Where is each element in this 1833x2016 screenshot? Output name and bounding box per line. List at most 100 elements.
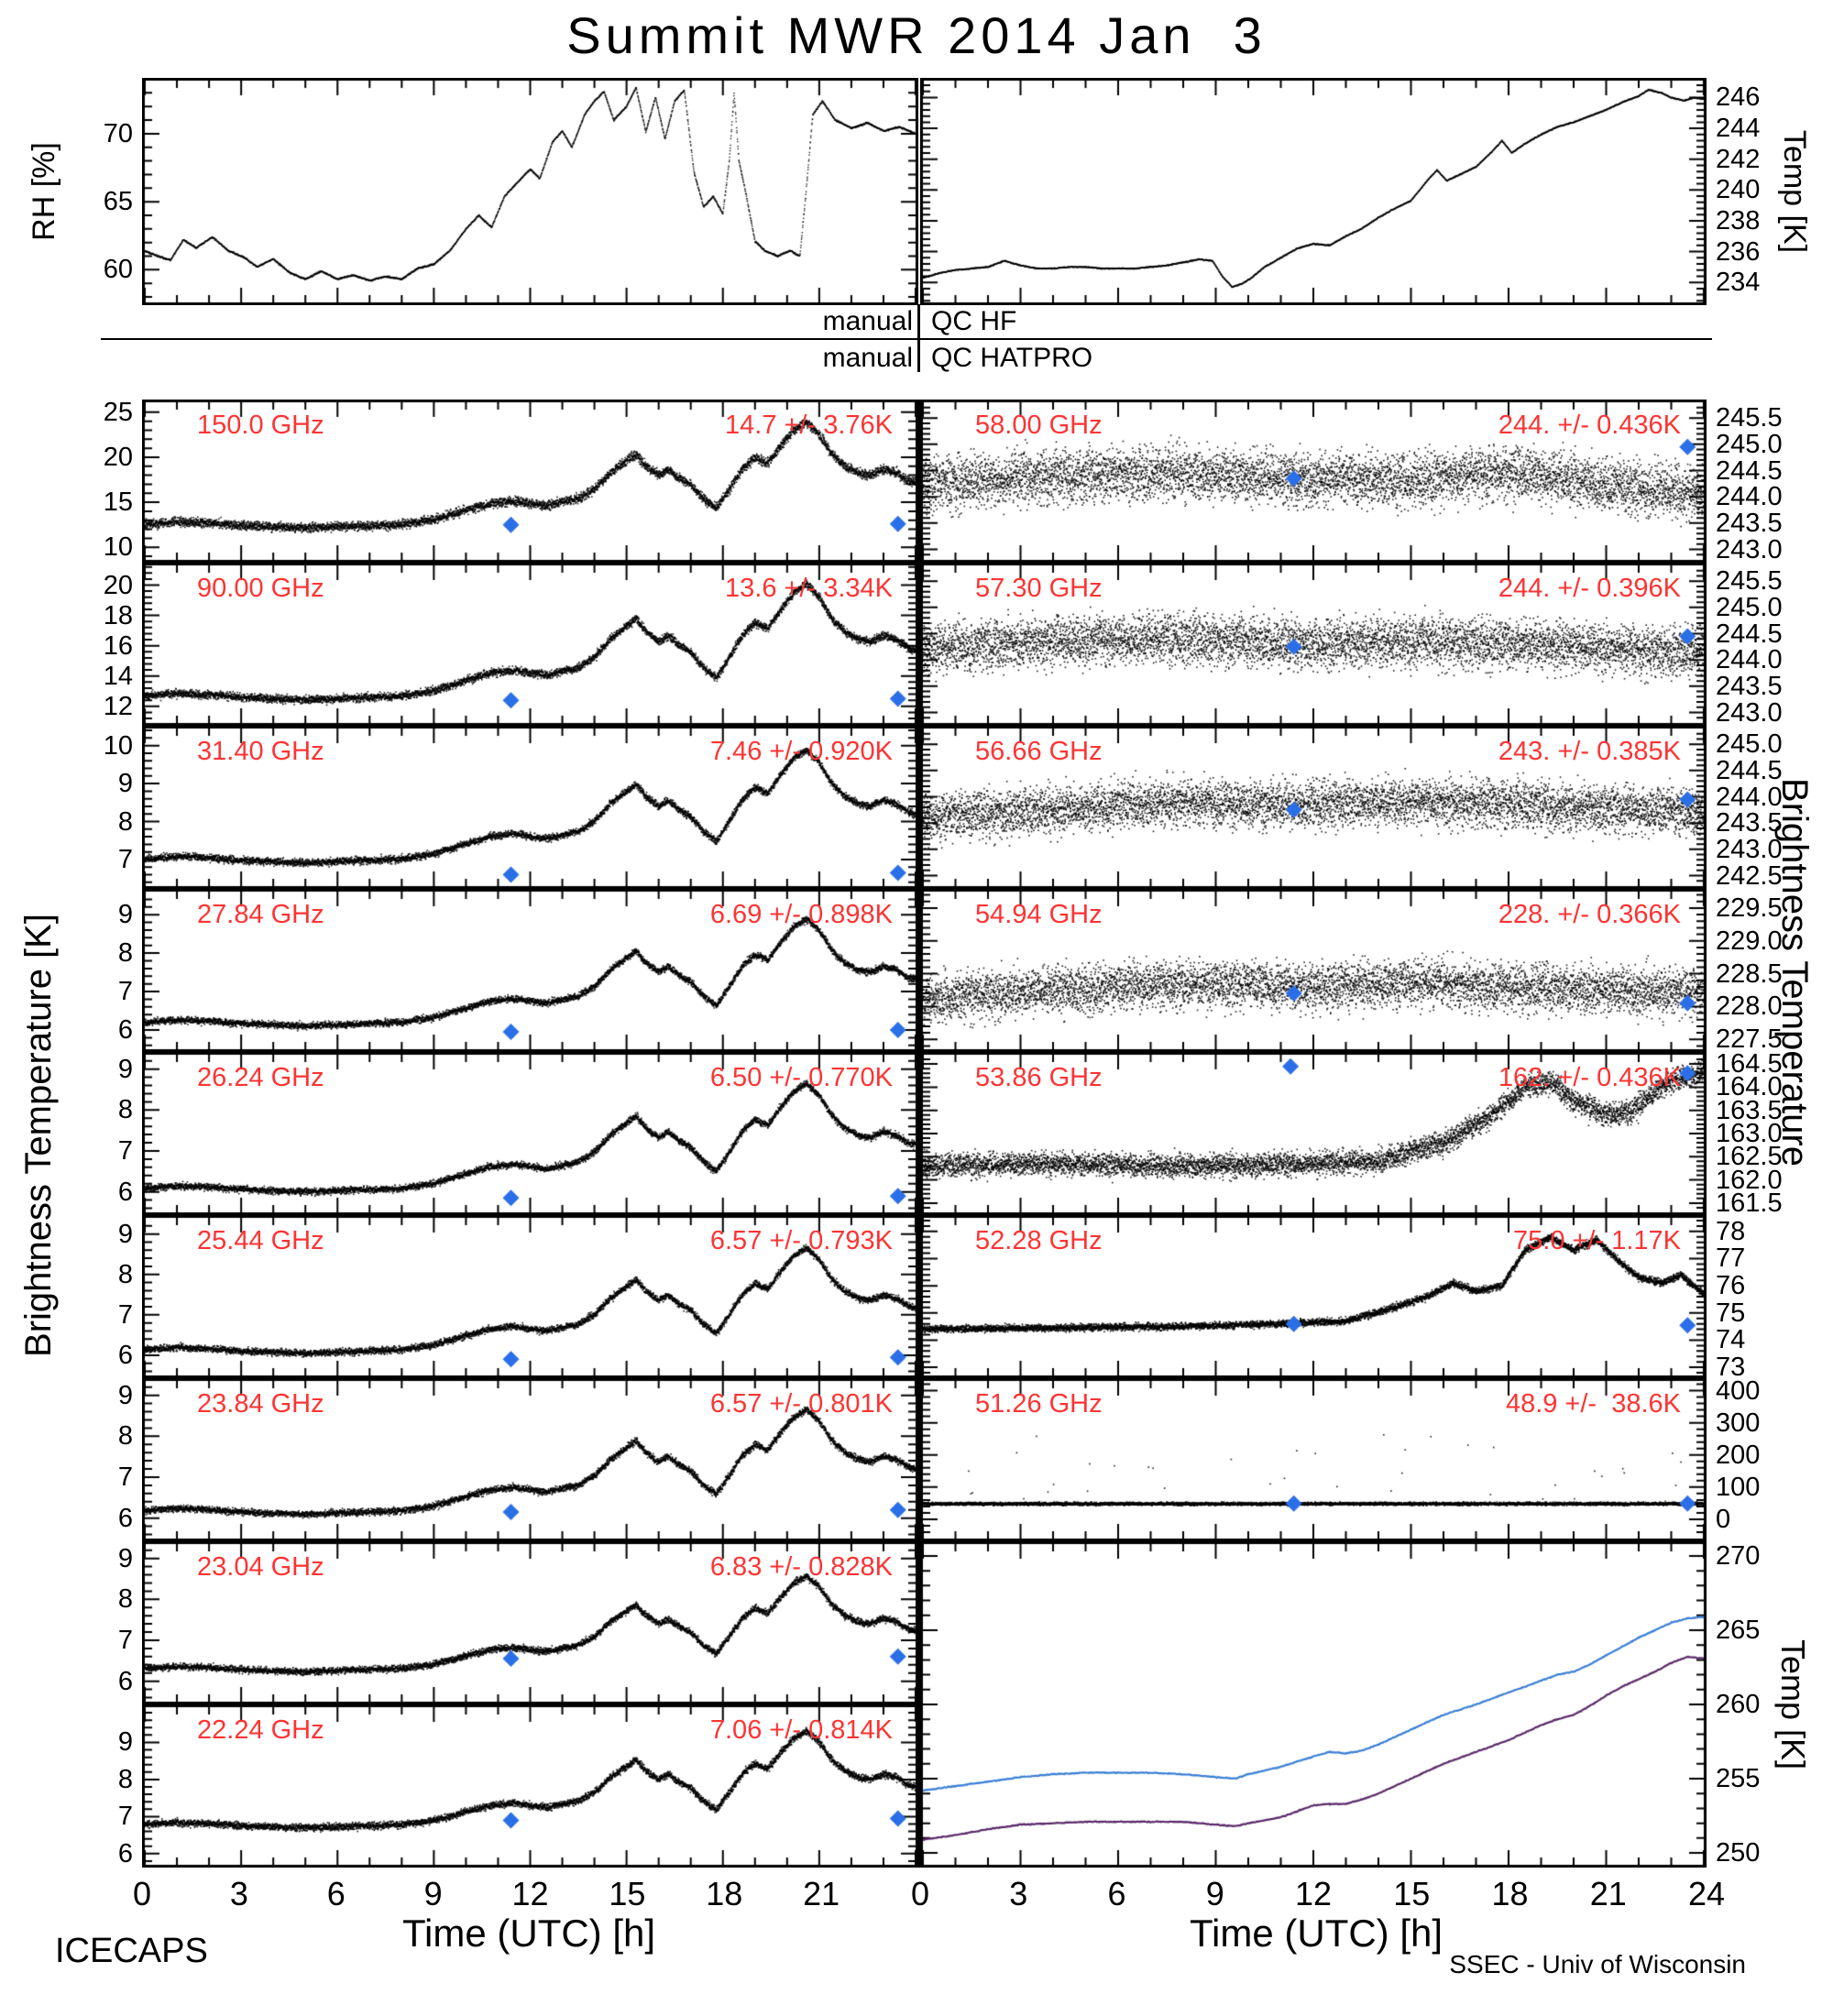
ytick-label: 9	[117, 769, 133, 799]
panel-bt-25.44	[142, 1215, 918, 1378]
ytick-label: 162.5	[1716, 1142, 1783, 1172]
panel-bt-150.0	[142, 400, 918, 563]
ytick-label: 0	[1716, 1504, 1731, 1534]
panel-stat-label-bt-31.40: 7.46 +/- 0.920K	[709, 737, 893, 766]
xtick-label: 3	[229, 1875, 248, 1912]
ytick-label: 245.5	[1716, 403, 1783, 433]
panel-freq-label-bt-56.66: 56.66 GHz	[975, 737, 1103, 766]
panel-stat-label-bt-57.30: 244. +/- 0.396K	[1498, 574, 1681, 603]
panel-bt-26.24	[142, 1052, 918, 1215]
ytick-label: 8	[117, 1764, 133, 1794]
panel-stat-label-bt-56.66: 243. +/- 0.385K	[1498, 737, 1681, 766]
panel-bt-52.28	[920, 1215, 1707, 1378]
qc-manual-label-2: manual	[822, 343, 913, 373]
ytick-label: 14	[103, 661, 133, 691]
ytick-label: 242.5	[1716, 860, 1783, 891]
ytick-label: 8	[117, 1584, 133, 1615]
ytick-label: 8	[117, 1421, 133, 1452]
panel-freq-label-bt-90.00: 90.00 GHz	[197, 574, 324, 603]
ytick-label: 25	[103, 397, 133, 427]
panel-bt-23.04	[142, 1541, 918, 1704]
ytick-label: 244.5	[1716, 455, 1783, 486]
ytick-label: 16	[103, 630, 133, 661]
ytick-label: 245.0	[1716, 729, 1783, 760]
panel-bt-54.94	[920, 889, 1707, 1052]
panel-bt-53.86	[920, 1052, 1707, 1215]
qc-center-line	[917, 304, 920, 372]
panel-bt-31.40	[142, 726, 918, 889]
panel-freq-label-bt-52.28: 52.28 GHz	[975, 1226, 1103, 1255]
xtick-label: 3	[1009, 1875, 1028, 1912]
ytick-label: 163.0	[1716, 1119, 1783, 1148]
panel-stat-label-bt-51.26: 48.9 +/- 38.6K	[1505, 1389, 1681, 1419]
ytick-label: 7	[117, 977, 133, 1007]
ytick-label: 7	[117, 1625, 133, 1655]
ytick-label: 245.0	[1716, 429, 1783, 459]
panel-stat-label-bt-90.00: 13.6 +/- 3.34K	[725, 574, 893, 603]
ytick-label: 227.5	[1716, 1024, 1783, 1055]
ytick-label: 243.5	[1716, 808, 1783, 838]
panel-bt-90.00	[142, 563, 918, 726]
panel-stat-label-bt-27.84: 6.69 +/- 0.898K	[709, 900, 893, 929]
ytick-label: 244.0	[1716, 482, 1783, 512]
ytick-label: 73	[1716, 1353, 1746, 1383]
panel-bt-27.84	[142, 889, 918, 1052]
time-axis-label-left: Time (UTC) [h]	[401, 1912, 656, 1955]
panel-stat-label-bt-26.24: 6.50 +/- 0.770K	[709, 1063, 893, 1092]
qc-divider-line	[101, 338, 1712, 340]
ytick-label: 244.0	[1716, 645, 1783, 675]
ytick-label: 15	[103, 488, 133, 518]
center-axis-line	[916, 400, 922, 1868]
panel-stat-label-bt-25.44: 6.57 +/- 0.793K	[709, 1226, 893, 1255]
ytick-label: 244.5	[1716, 619, 1783, 649]
ytick-label: 243.5	[1716, 508, 1783, 538]
xtick-label: 0	[910, 1875, 930, 1912]
xtick-label: 21	[1589, 1875, 1627, 1912]
ytick-label: 8	[117, 938, 133, 969]
panel-bt-58.00	[920, 400, 1707, 563]
ytick-label: 6	[117, 1666, 133, 1696]
panel-freq-label-bt-25.44: 25.44 GHz	[197, 1226, 324, 1255]
ytick-label: 228.5	[1716, 959, 1783, 989]
panel-stat-label-bt-52.28: 75.0 +/- 1.17K	[1513, 1226, 1681, 1255]
panel-freq-label-bt-58.00: 58.00 GHz	[975, 411, 1103, 440]
xtick-label: 6	[1107, 1875, 1126, 1912]
ytick-label: 65	[103, 187, 133, 217]
panel-bt-22.24	[142, 1704, 918, 1868]
ytick-label: 76	[1716, 1271, 1746, 1301]
ytick-label: 260	[1716, 1690, 1761, 1719]
xtick-label: 15	[609, 1875, 646, 1912]
ytick-label: 238	[1716, 205, 1761, 236]
ytick-label: 243.0	[1716, 697, 1783, 728]
ytick-label: 20	[103, 570, 133, 600]
ytick-label: 243.5	[1716, 671, 1783, 701]
xtick-label: 21	[803, 1875, 840, 1912]
panel-stat-label-bt-22.24: 7.06 +/- 0.814K	[709, 1715, 893, 1745]
panel-stat-label-bt-23.04: 6.83 +/- 0.828K	[709, 1552, 893, 1582]
ytick-label: 10	[103, 730, 133, 761]
ytick-label: 6	[117, 1015, 133, 1046]
panel-stat-label-bt-150.0: 14.7 +/- 3.76K	[725, 411, 893, 440]
ytick-label: 9	[117, 900, 133, 930]
panel-blackbody	[920, 1541, 1707, 1868]
panel-freq-label-bt-51.26: 51.26 GHz	[975, 1389, 1103, 1419]
ytick-label: 228.0	[1716, 992, 1783, 1022]
ytick-label: 245.5	[1716, 566, 1783, 597]
ytick-label: 164.5	[1716, 1049, 1783, 1079]
ytick-label: 200	[1716, 1440, 1761, 1470]
ytick-label: 300	[1716, 1408, 1761, 1438]
panel-freq-label-bt-22.24: 22.24 GHz	[197, 1715, 324, 1745]
panel-freq-label-bt-23.84: 23.84 GHz	[197, 1389, 324, 1419]
panel-bt-51.26	[920, 1378, 1707, 1541]
ytick-label: 245.0	[1716, 592, 1783, 622]
ytick-label: 100	[1716, 1472, 1761, 1502]
qc-hatpro-label: QC HATPRO	[931, 343, 1093, 373]
ytick-label: 77	[1716, 1244, 1746, 1274]
panel-temp-top	[920, 78, 1707, 305]
panel-freq-label-bt-53.86: 53.86 GHz	[975, 1063, 1103, 1092]
xtick-label: 9	[1205, 1875, 1224, 1912]
ytick-label: 243.0	[1716, 834, 1783, 864]
panel-freq-label-bt-23.04: 23.04 GHz	[197, 1552, 324, 1582]
panel-freq-label-bt-57.30: 57.30 GHz	[975, 574, 1103, 603]
